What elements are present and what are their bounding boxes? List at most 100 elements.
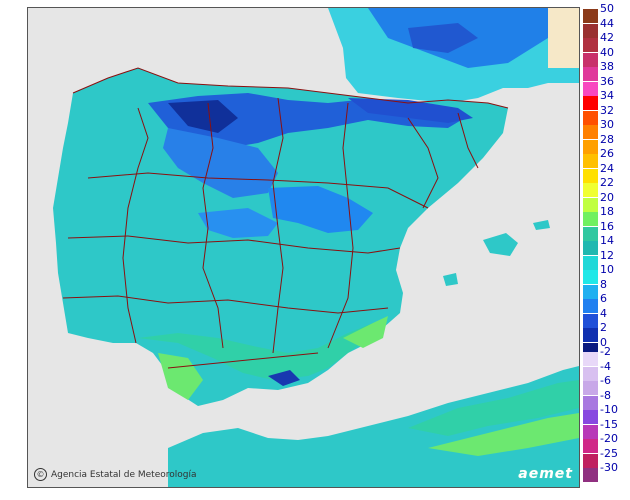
- legend-item: 22: [583, 176, 614, 197]
- legend-swatch: [583, 255, 598, 270]
- legend-item: -6: [583, 374, 611, 395]
- legend-item: 14: [583, 234, 614, 255]
- legend-label: 8: [600, 277, 607, 291]
- legend-swatch: [583, 81, 598, 96]
- legend-label: 2: [600, 321, 607, 334]
- copyright-icon: ©: [34, 468, 47, 481]
- south-warm-zone: [138, 323, 383, 380]
- legend-swatch: [583, 328, 598, 342]
- legend-swatch: [583, 424, 598, 439]
- legend-swatch: [583, 52, 598, 67]
- africa-green: [428, 413, 579, 456]
- province-borders: [62, 67, 509, 369]
- legend-swatch: [583, 168, 598, 183]
- legend-item: 26: [583, 147, 614, 168]
- legend-item: 12: [583, 249, 614, 270]
- legend-label: 16: [600, 219, 614, 233]
- legend-label: 0: [600, 335, 607, 349]
- legend-label: 40: [600, 45, 614, 59]
- iberian-range-cold: [268, 186, 373, 233]
- legend-label: 12: [600, 248, 614, 262]
- legend-item: 32: [583, 104, 614, 125]
- legend-item: 24: [583, 162, 614, 183]
- legend-swatch: [583, 366, 598, 381]
- legend-label: -25: [600, 446, 618, 460]
- legend-item: 10: [583, 263, 614, 284]
- legend-label: 14: [600, 234, 614, 247]
- guadalquivir-warm: [158, 353, 203, 400]
- legend-label: 18: [600, 205, 614, 218]
- legend-item: 40: [583, 46, 614, 67]
- legend-label: 26: [600, 147, 614, 160]
- legend-swatch: [583, 410, 598, 424]
- legend-swatch: [583, 468, 598, 482]
- legend-swatch: [583, 197, 598, 212]
- legend-label: -6: [600, 374, 611, 387]
- legend-swatch: [583, 439, 598, 453]
- temperature-map: [28, 8, 579, 487]
- legend-item: 38: [583, 60, 614, 81]
- mallorca: [483, 233, 518, 256]
- legend-swatch: [583, 381, 598, 395]
- legend-swatch: [583, 270, 598, 284]
- sierra-nevada-cold: [268, 370, 300, 386]
- legend-item: -20: [583, 432, 618, 453]
- agency-credit: © Agencia Estatal de Meteorología: [34, 468, 197, 481]
- legend-label: 32: [600, 103, 614, 117]
- legend-item: 4: [583, 307, 607, 328]
- legend-label: -10: [600, 403, 618, 416]
- legend-item: 50: [583, 2, 614, 23]
- legend-item: 18: [583, 205, 614, 226]
- legend-label: 34: [600, 89, 614, 102]
- legend-label: 36: [600, 74, 614, 88]
- legend-swatch: [583, 154, 598, 168]
- legend-swatch: [583, 284, 598, 299]
- legend-swatch: [583, 38, 598, 52]
- legend-swatch: [583, 110, 598, 125]
- legend-label: 44: [600, 16, 614, 30]
- legend-swatch: [583, 23, 598, 38]
- legend-item: -4: [583, 360, 611, 381]
- temperature-legend: 50 44 42 40 38 36 34 32 30 28 26 24 22 20 18 16 14 12 10 8 6…: [583, 2, 629, 487]
- legend-swatch: [583, 212, 598, 226]
- legend-item: 44: [583, 17, 614, 38]
- legend-swatch: [583, 226, 598, 241]
- legend-label: 10: [600, 263, 614, 276]
- legend-label: 6: [600, 292, 607, 305]
- legend-label: 30: [600, 118, 614, 131]
- aemet-logo: aemet: [518, 466, 573, 482]
- legend-item: 34: [583, 89, 614, 110]
- legend-label: -30: [600, 461, 618, 474]
- legend-label: 50: [600, 2, 614, 15]
- legend-item: 2: [583, 321, 607, 342]
- legend-item: -8: [583, 389, 611, 410]
- legend-item: 42: [583, 31, 614, 52]
- legend-item: 36: [583, 75, 614, 96]
- legend-label: 38: [600, 60, 614, 73]
- ne-corner: [548, 8, 579, 68]
- legend-swatch: [583, 183, 598, 197]
- legend-item: 28: [583, 133, 614, 154]
- legend-item: 30: [583, 118, 614, 139]
- legend-label: -2: [600, 345, 611, 358]
- legend-swatch: [583, 67, 598, 81]
- northern-plateau-cold: [163, 128, 278, 198]
- legend-item: 8: [583, 278, 607, 299]
- cantabrian-deep-cold: [168, 100, 238, 133]
- map-frame: © Agencia Estatal de Meteorología aemet: [27, 7, 580, 488]
- legend-item: 6: [583, 292, 607, 313]
- legend-swatch: [583, 313, 598, 328]
- legend-label: -4: [600, 359, 611, 373]
- murcia-warm: [343, 316, 388, 348]
- legend-label: 22: [600, 176, 614, 189]
- pyrenees-cold: [348, 98, 473, 123]
- menorca: [533, 220, 550, 230]
- legend-swatch: [583, 139, 598, 154]
- legend-label: 28: [600, 132, 614, 146]
- legend-label: 4: [600, 306, 607, 320]
- legend-swatch: [583, 96, 598, 110]
- legend-label: 42: [600, 31, 614, 44]
- legend-item: -30: [583, 461, 618, 482]
- france-cold-core: [408, 23, 478, 53]
- legend-item: 16: [583, 220, 614, 241]
